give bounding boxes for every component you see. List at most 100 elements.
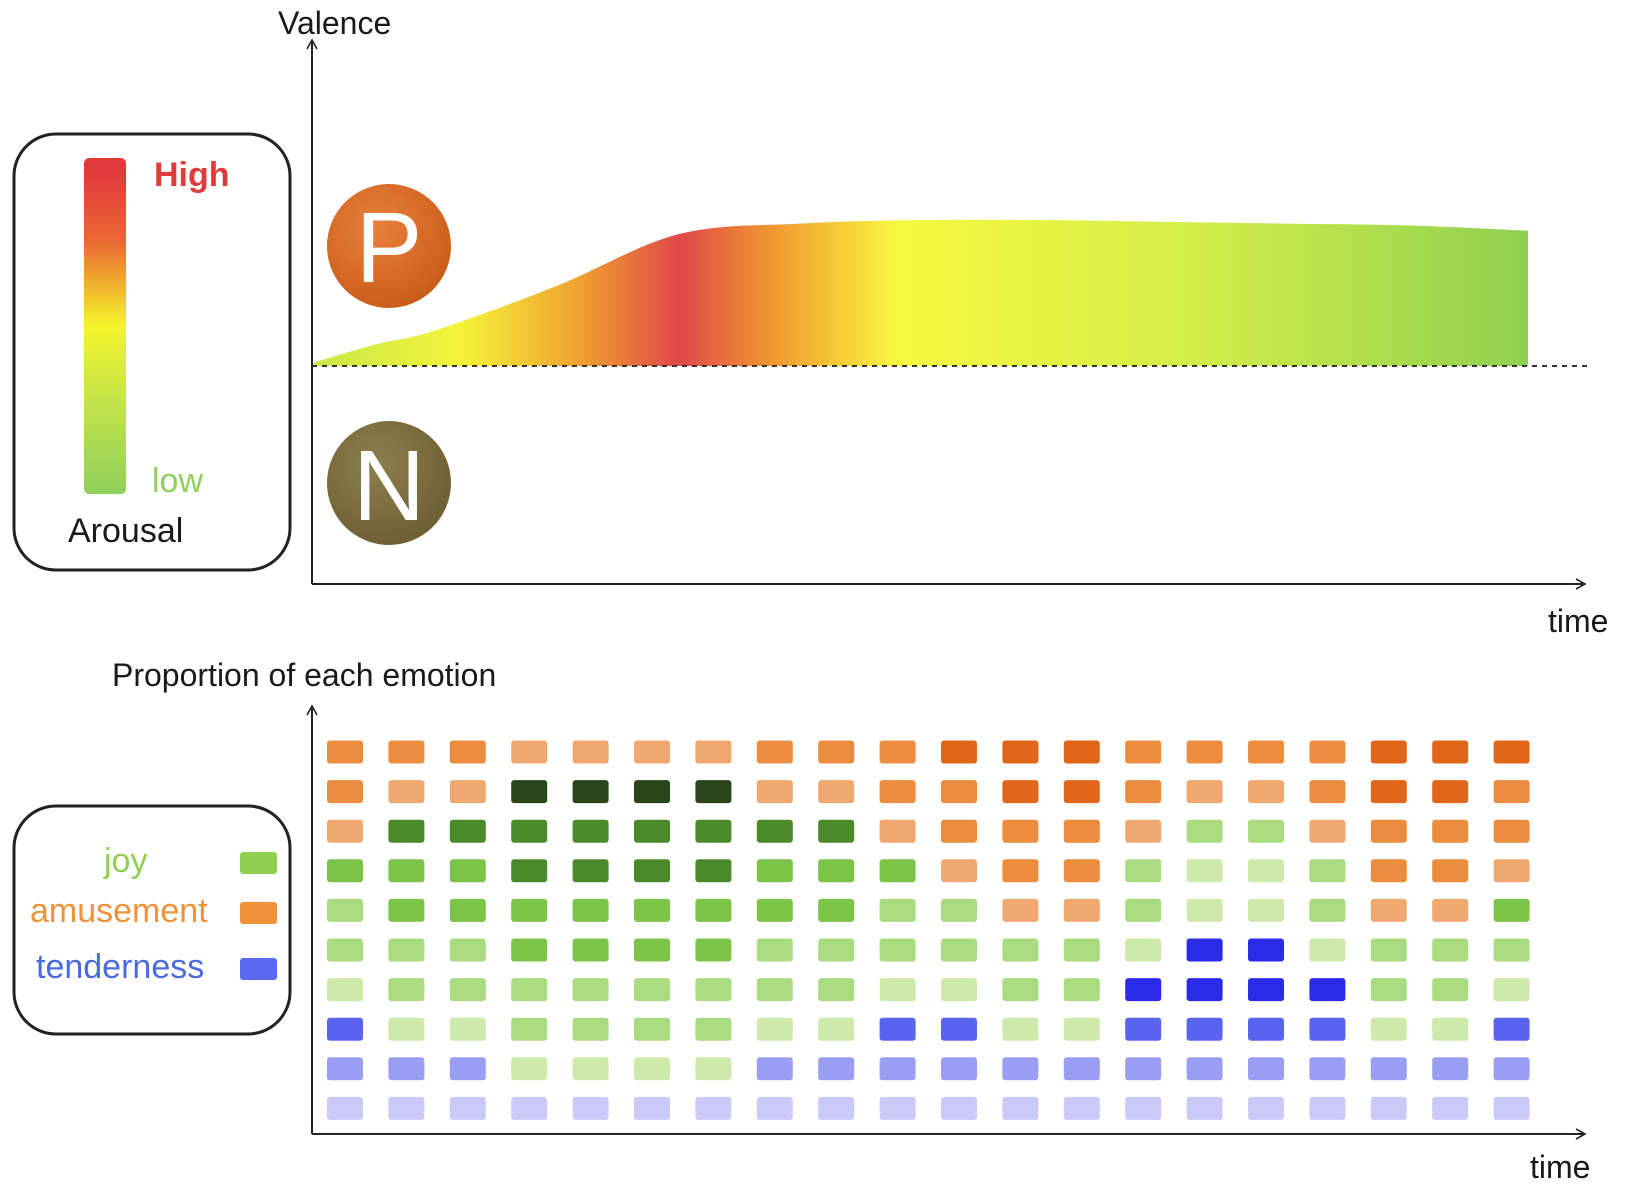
emotion-cell-joy (695, 819, 732, 843)
emotion-cell-tenderness (695, 1096, 732, 1120)
arousal-legend: High low Arousal (12, 132, 292, 572)
emotion-cell-tenderness (1432, 1057, 1469, 1081)
emotion-cell-amusement (1370, 898, 1407, 922)
emotion-cell-joy (1370, 938, 1407, 962)
emotion-cell-joy (1309, 898, 1346, 922)
emotion-cell-amusement (879, 740, 916, 764)
emotion-cell-joy (572, 1057, 609, 1081)
emotion-cell-joy (327, 938, 363, 962)
emotion-cell-joy (449, 898, 486, 922)
emotion-cell-joy (572, 859, 609, 883)
emotion-cell-amusement (1125, 740, 1162, 764)
emotion-cell-joy (388, 1017, 425, 1041)
emotion-cell-joy (388, 898, 425, 922)
emotion-cell-tenderness (388, 1096, 425, 1120)
emotion-cell-amusement (1002, 780, 1039, 804)
emotion-cell-joy (695, 780, 732, 804)
valence-area (314, 219, 1528, 366)
emotion-cell-joy (1125, 938, 1162, 962)
emotion-cell-joy (634, 859, 670, 883)
emotion-cell-joy (449, 938, 486, 962)
emotion-cell-amusement (1432, 740, 1469, 764)
legend-label-tenderness: tenderness (36, 948, 204, 986)
emotion-cell-amusement (1002, 859, 1039, 883)
emotion-cell-amusement (1370, 819, 1407, 843)
emotion-cell-amusement (941, 780, 977, 804)
emotion-cell-joy (1002, 1017, 1039, 1041)
emotion-cell-amusement (449, 740, 486, 764)
emotion-cell-joy (1063, 978, 1100, 1002)
emotion-cell-amusement (1063, 898, 1100, 922)
emotion-cell-joy (572, 938, 609, 962)
emotion-cell-joy (634, 819, 670, 843)
emotion-cell-joy (1125, 898, 1162, 922)
emotion-cell-tenderness (879, 1057, 916, 1081)
emotion-cell-joy (941, 898, 977, 922)
emotion-cell-amusement (1125, 819, 1162, 843)
emotion-cell-joy (756, 938, 793, 962)
emotion-cell-joy (634, 898, 670, 922)
emotion-cell-joy (756, 978, 793, 1002)
emotion-cell-tenderness (511, 1096, 548, 1120)
emotion-cell-joy (879, 978, 916, 1002)
emotion-cell-tenderness (879, 1017, 916, 1041)
emotion-cell-joy (449, 978, 486, 1002)
emotion-cell-joy (1493, 938, 1530, 962)
emotion-cell-joy (1063, 1017, 1100, 1041)
emotion-cell-tenderness (941, 1017, 977, 1041)
emotion-legend-frame (12, 804, 292, 1036)
arousal-color-bar (84, 158, 126, 494)
emotion-cell-amusement (1432, 819, 1469, 843)
emotion-cell-joy (572, 819, 609, 843)
emotion-cell-joy (695, 898, 732, 922)
emotion-cell-joy (511, 780, 548, 804)
emotion-cell-tenderness (1309, 1017, 1346, 1041)
emotion-cell-tenderness (1309, 1057, 1346, 1081)
emotion-cell-tenderness (1186, 1057, 1223, 1081)
proportion-axis-label: Proportion of each emotion (112, 657, 496, 693)
emotion-cell-amusement (1432, 859, 1469, 883)
emotion-cell-joy (879, 898, 916, 922)
emotion-cell-amusement (327, 780, 363, 804)
emotion-cell-tenderness (1186, 938, 1223, 962)
emotion-cell-amusement (1002, 740, 1039, 764)
emotion-proportion-chart: Proportion of each emotion time (112, 657, 1590, 1185)
emotion-cell-amusement (327, 740, 363, 764)
emotion-cell-tenderness (1493, 1096, 1530, 1120)
emotion-legend: joy amusement tenderness (12, 804, 292, 1036)
emotion-cell-joy (449, 1017, 486, 1041)
emotion-cell-tenderness (327, 1017, 363, 1041)
emotion-cell-tenderness (449, 1057, 486, 1081)
emotion-cell-amusement (1002, 898, 1039, 922)
emotion-cell-joy (634, 978, 670, 1002)
emotion-cell-amusement (1370, 740, 1407, 764)
emotion-cell-amusement (941, 819, 977, 843)
emotion-cell-joy (756, 819, 793, 843)
emotion-cell-joy (1248, 859, 1284, 883)
emotion-cell-joy (634, 1017, 670, 1041)
emotion-cell-joy (1370, 1017, 1407, 1041)
emotion-cell-tenderness (1309, 978, 1346, 1002)
emotion-cell-tenderness (1186, 1096, 1223, 1120)
emotion-cell-joy (1063, 938, 1100, 962)
emotion-cell-amusement (1002, 819, 1039, 843)
emotion-cell-tenderness (1248, 1017, 1284, 1041)
arousal-title: Arousal (68, 512, 183, 550)
valence-chart: Valence time P N (278, 5, 1608, 639)
emotion-cell-joy (756, 898, 793, 922)
emotion-cell-amusement (1432, 898, 1469, 922)
emotion-cell-joy (511, 859, 548, 883)
emotion-cell-joy (327, 859, 363, 883)
emotion-cell-tenderness (1370, 1057, 1407, 1081)
emotion-cell-joy (756, 859, 793, 883)
emotion-cell-joy (388, 859, 425, 883)
emotion-cell-joy (1125, 859, 1162, 883)
emotion-cell-tenderness (1248, 1096, 1284, 1120)
emotion-cell-tenderness (1493, 1017, 1530, 1041)
emotion-cell-amusement (941, 740, 977, 764)
emotion-cell-joy (327, 898, 363, 922)
emotion-cell-joy (634, 938, 670, 962)
emotion-cell-tenderness (1493, 1057, 1530, 1081)
emotion-cell-amusement (1309, 740, 1346, 764)
